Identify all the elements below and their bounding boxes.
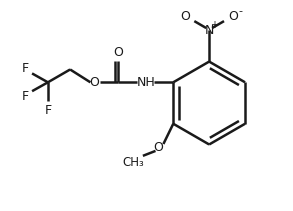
Text: F: F <box>44 104 52 118</box>
Text: O: O <box>113 46 123 59</box>
Text: N: N <box>205 23 214 37</box>
Text: O: O <box>180 10 190 23</box>
Text: +: + <box>210 20 218 30</box>
Text: F: F <box>22 62 29 75</box>
Text: O: O <box>89 76 99 89</box>
Text: O: O <box>228 10 238 23</box>
Text: -: - <box>239 6 243 16</box>
Text: CH₃: CH₃ <box>122 156 144 169</box>
Text: NH: NH <box>136 76 155 89</box>
Text: F: F <box>22 90 29 103</box>
Text: O: O <box>154 141 163 154</box>
